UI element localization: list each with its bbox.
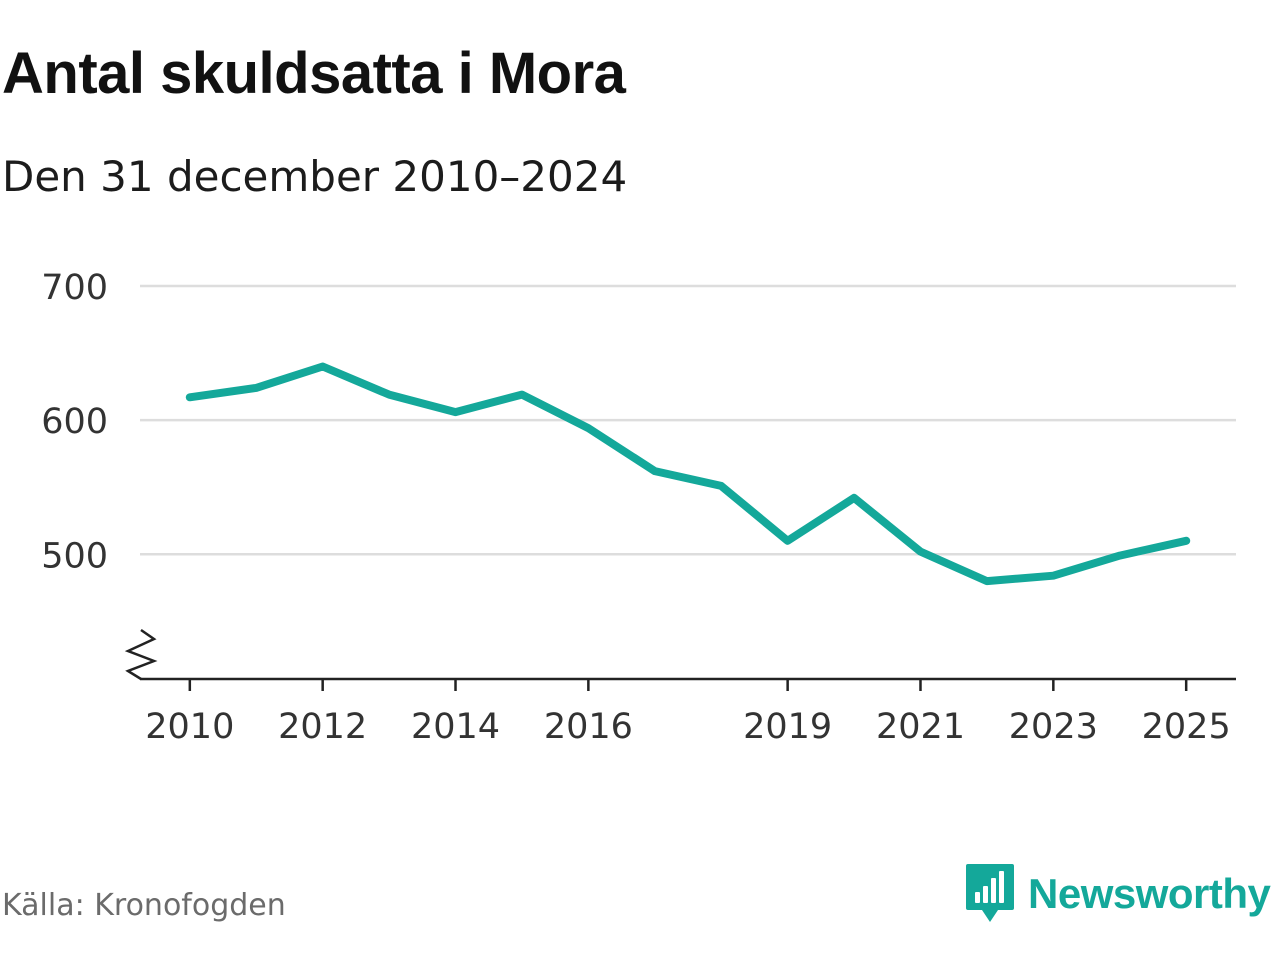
x-tick-label-2023: 2023	[1009, 707, 1098, 747]
data-point-2012	[319, 362, 327, 370]
bar-chart-speech-bubble-icon	[966, 864, 1014, 922]
gridlines	[140, 284, 1236, 556]
data-point-2010	[186, 393, 194, 401]
data-point-2020	[850, 494, 858, 502]
axes	[124, 628, 1236, 681]
data-point-2011	[252, 384, 260, 392]
x-tick-label-2019: 2019	[743, 707, 832, 747]
y-tick-label-600: 600	[41, 402, 108, 442]
series-line-0	[185, 362, 1191, 586]
x-tick-label-2014: 2014	[411, 707, 500, 747]
chart-title: Antal skuldsatta i Mora	[2, 41, 626, 106]
data-point-2021	[916, 548, 924, 556]
x-tick-label-2021: 2021	[876, 707, 965, 747]
data-point-2017	[651, 467, 659, 475]
data-point-2022	[983, 577, 991, 585]
x-axis-ticks: 2010 2012 2014 2016 2019 2021 2023 2025	[145, 679, 1231, 747]
data-point-2015	[518, 391, 526, 399]
data-point-2019	[784, 537, 792, 545]
data-point-2016	[584, 424, 592, 432]
x-tick-label-2012: 2012	[278, 707, 367, 747]
y-tick-label-700: 700	[41, 268, 108, 308]
x-tick-label-2016: 2016	[544, 707, 633, 747]
y-axis-ticks: 500 600 700	[41, 268, 108, 576]
data-point-2018	[717, 482, 725, 490]
x-tick-label-2010: 2010	[145, 707, 234, 747]
data-point-2025	[1182, 537, 1190, 545]
data-point-2013	[385, 391, 393, 399]
series-layer	[185, 362, 1191, 586]
x-tick-label-2025: 2025	[1142, 707, 1231, 747]
axis-break-zigzag-icon	[124, 628, 158, 681]
data-point-2023	[1049, 572, 1057, 580]
source-note: Källa: Kronofogden	[2, 888, 286, 923]
data-point-2014	[452, 408, 460, 416]
brand-name: Newsworthy	[1028, 870, 1271, 917]
chart-subtitle: Den 31 december 2010–2024	[2, 152, 628, 201]
data-point-2024	[1116, 552, 1124, 560]
y-tick-label-500: 500	[41, 536, 108, 576]
brand-logo: Newsworthy	[964, 862, 1271, 926]
